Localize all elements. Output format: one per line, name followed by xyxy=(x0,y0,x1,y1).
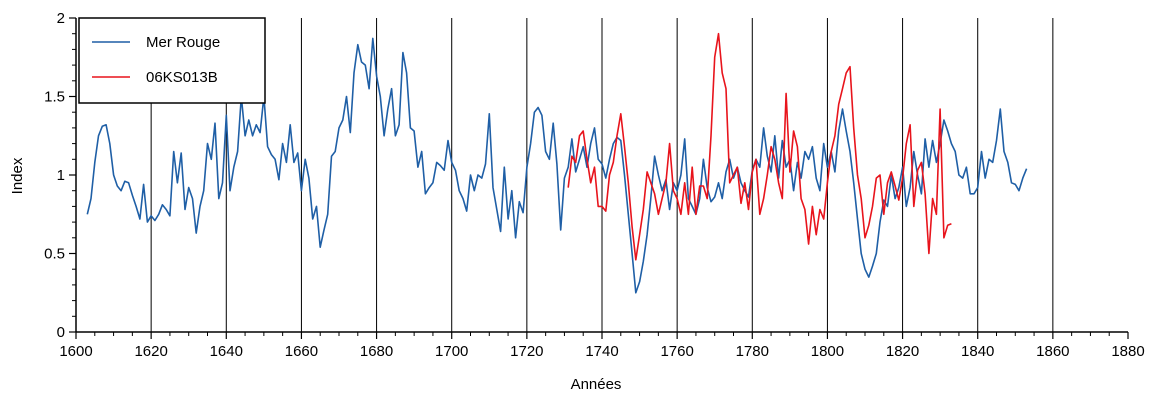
legend-label-06ks013b: 06KS013B xyxy=(146,69,218,86)
y-tick-label: 2 xyxy=(57,10,65,27)
axes: 1600 1620 1640 1660 1680 1700 1720 1740 1760 1780… xyxy=(44,10,1145,360)
y-tick-label: 1.5 xyxy=(44,89,65,106)
x-tick-label: 1820 xyxy=(886,343,919,360)
series-line-06ks013b xyxy=(567,32,952,261)
x-tick-label: 1720 xyxy=(510,343,543,360)
y-tick-label: 0 xyxy=(57,324,65,341)
x-tick-label: 1800 xyxy=(811,343,844,360)
x-tick-label: 1760 xyxy=(660,343,693,360)
legend: Mer Rouge 06KS013B xyxy=(78,17,266,104)
x-tick-label: 1600 xyxy=(59,343,92,360)
y-tick-label: 1 xyxy=(57,167,65,184)
legend-box xyxy=(78,17,266,104)
x-tick-label: 1880 xyxy=(1111,343,1144,360)
y-axis-title: Index xyxy=(9,157,26,194)
x-tick-label: 1620 xyxy=(134,343,167,360)
x-tick-label: 1860 xyxy=(1036,343,1069,360)
x-tick-label: 1740 xyxy=(585,343,618,360)
y-tick-label: 0.5 xyxy=(44,246,65,263)
x-tick-label: 1680 xyxy=(360,343,393,360)
series-line-mer-rouge xyxy=(86,37,1028,294)
x-axis-title: Années xyxy=(571,376,622,393)
x-tick-label: 1660 xyxy=(285,343,318,360)
series-layer xyxy=(86,32,1028,294)
x-tick-label: 1640 xyxy=(210,343,243,360)
x-tick-label: 1700 xyxy=(435,343,468,360)
x-tick-label: 1840 xyxy=(961,343,994,360)
x-tick-label: 1780 xyxy=(736,343,769,360)
legend-label-mer-rouge: Mer Rouge xyxy=(146,34,220,51)
